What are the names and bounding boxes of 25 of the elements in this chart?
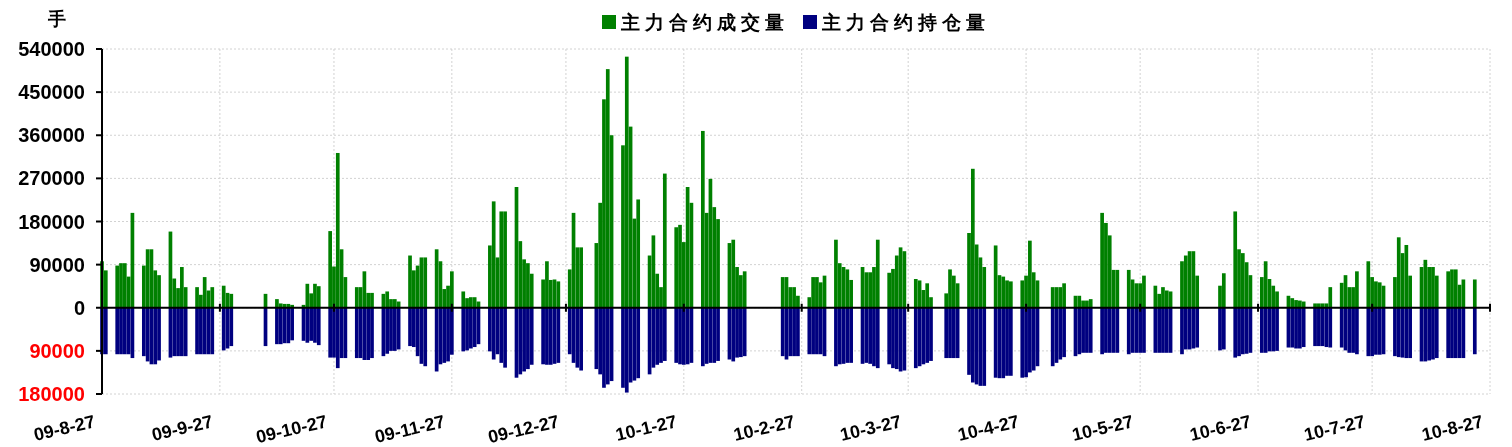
legend-label: 主力合约持仓量	[821, 12, 990, 33]
x-tick-label: 10-8-27	[1419, 411, 1485, 445]
y-tick-label: 180000	[18, 210, 85, 233]
x-tick-label: 09-11-27	[373, 411, 447, 447]
x-tick-label: 10-2-27	[731, 411, 797, 445]
x-tick-label: 10-4-27	[956, 411, 1021, 445]
legend-label: 主力合约成交量	[620, 12, 789, 33]
x-tick-label: 09-8-27	[31, 411, 97, 445]
y-tick-label: 180000	[18, 383, 85, 405]
y-tick-label: 0	[73, 296, 85, 319]
y-tick-label: 90000	[29, 339, 85, 362]
x-tick-label: 10-6-27	[1187, 411, 1253, 445]
y-tick-label: 360000	[18, 124, 85, 147]
y-tick-label: 90000	[29, 253, 85, 276]
x-tick-label: 10-1-27	[613, 411, 679, 445]
x-tick-label: 09-12-27	[486, 411, 561, 447]
x-tick-label: 09-10-27	[254, 411, 329, 447]
x-tick-label: 10-7-27	[1302, 411, 1368, 445]
x-tick-label: 09-9-27	[149, 411, 215, 445]
x-tick-label: 10-3-27	[838, 411, 904, 445]
x-tick-label: 10-5-27	[1070, 411, 1136, 445]
y-tick-label: 270000	[18, 167, 85, 190]
y-tick-label: 540000	[18, 38, 85, 60]
y-axis-title: 手	[47, 9, 66, 29]
y-tick-label: 450000	[18, 81, 85, 104]
